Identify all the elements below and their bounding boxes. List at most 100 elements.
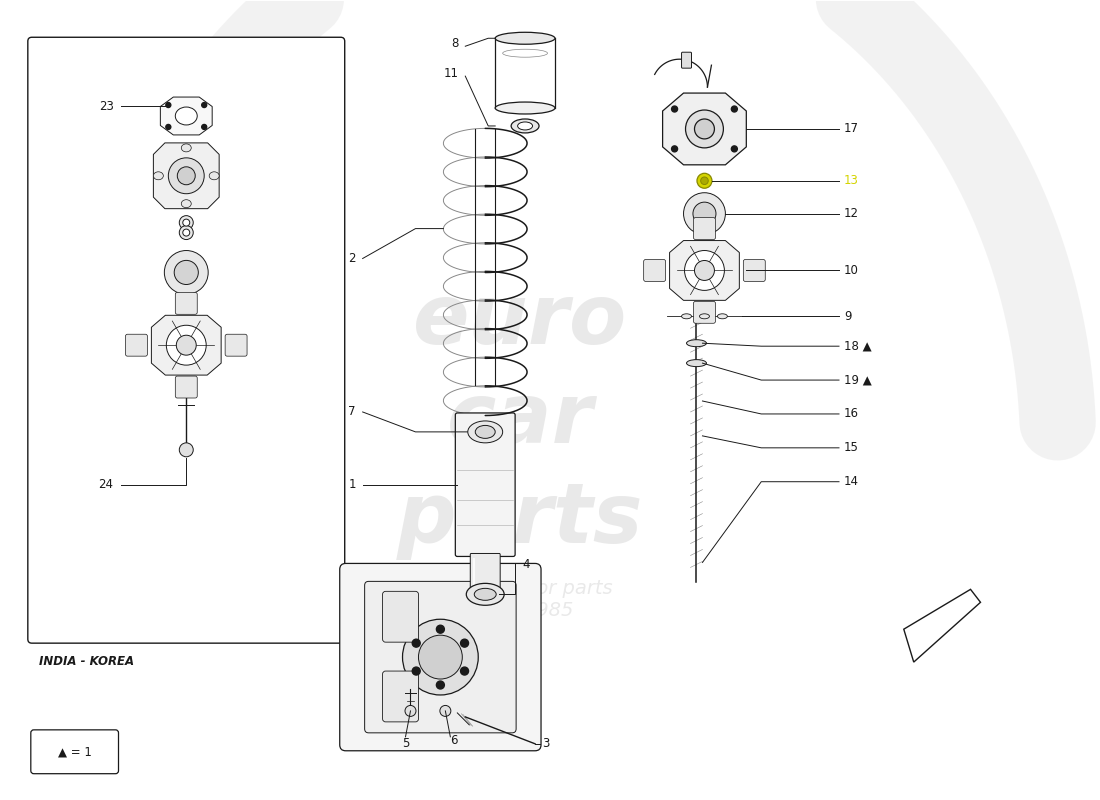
Text: 6: 6	[450, 734, 458, 747]
Text: 13: 13	[844, 174, 859, 187]
Circle shape	[461, 639, 469, 647]
FancyBboxPatch shape	[471, 554, 501, 600]
Ellipse shape	[512, 119, 539, 133]
Text: 3: 3	[542, 738, 549, 750]
Circle shape	[672, 106, 678, 112]
Circle shape	[183, 229, 190, 236]
Ellipse shape	[495, 32, 556, 44]
Text: 1: 1	[349, 478, 355, 491]
Ellipse shape	[686, 360, 706, 366]
Text: 5: 5	[402, 738, 409, 750]
Ellipse shape	[182, 200, 191, 208]
Text: 12: 12	[844, 207, 859, 220]
FancyBboxPatch shape	[644, 259, 666, 282]
Circle shape	[177, 167, 195, 185]
Circle shape	[732, 146, 737, 152]
Text: 19 ▲: 19 ▲	[844, 374, 871, 386]
Circle shape	[183, 219, 190, 226]
Ellipse shape	[700, 314, 710, 318]
Polygon shape	[152, 315, 221, 375]
Text: ▲ = 1: ▲ = 1	[57, 746, 91, 758]
Circle shape	[176, 335, 196, 355]
Text: 4: 4	[522, 558, 529, 571]
Circle shape	[701, 177, 708, 185]
Ellipse shape	[474, 588, 496, 600]
Text: parts: parts	[397, 479, 644, 560]
Circle shape	[437, 626, 444, 633]
Circle shape	[179, 443, 194, 457]
Circle shape	[412, 667, 420, 675]
Circle shape	[461, 667, 469, 675]
Ellipse shape	[182, 144, 191, 152]
Circle shape	[201, 102, 207, 107]
Ellipse shape	[466, 583, 504, 606]
Text: a supplier for parts
since 1985: a supplier for parts since 1985	[427, 579, 613, 620]
FancyBboxPatch shape	[125, 334, 147, 356]
Ellipse shape	[686, 340, 706, 346]
Ellipse shape	[518, 122, 532, 130]
Text: 14: 14	[844, 475, 859, 488]
Polygon shape	[904, 590, 980, 662]
Circle shape	[697, 174, 712, 188]
Ellipse shape	[682, 314, 692, 318]
FancyBboxPatch shape	[693, 302, 715, 323]
Circle shape	[168, 158, 205, 194]
Polygon shape	[153, 143, 219, 209]
FancyBboxPatch shape	[744, 259, 766, 282]
Circle shape	[693, 202, 716, 225]
Circle shape	[418, 635, 462, 679]
Circle shape	[732, 106, 737, 112]
FancyBboxPatch shape	[693, 218, 715, 239]
Ellipse shape	[717, 314, 727, 318]
Circle shape	[684, 250, 725, 290]
Ellipse shape	[153, 172, 163, 180]
Polygon shape	[161, 97, 212, 135]
Text: 9: 9	[844, 310, 851, 322]
Text: car: car	[447, 379, 594, 461]
Text: 11: 11	[443, 66, 459, 80]
Circle shape	[179, 226, 194, 239]
Text: 18 ▲: 18 ▲	[844, 340, 871, 353]
FancyBboxPatch shape	[364, 582, 516, 733]
Circle shape	[164, 250, 208, 294]
Circle shape	[694, 261, 714, 281]
Circle shape	[174, 260, 198, 285]
FancyBboxPatch shape	[682, 52, 692, 68]
Circle shape	[166, 326, 206, 365]
Circle shape	[685, 110, 724, 148]
Circle shape	[405, 706, 416, 716]
Circle shape	[166, 125, 170, 130]
Ellipse shape	[475, 426, 495, 438]
Circle shape	[694, 119, 714, 139]
Text: 17: 17	[844, 122, 859, 135]
Text: 8: 8	[451, 37, 459, 50]
Ellipse shape	[495, 102, 556, 114]
Circle shape	[179, 216, 194, 230]
Circle shape	[166, 102, 170, 107]
Text: 23: 23	[99, 99, 113, 113]
Circle shape	[403, 619, 478, 695]
Circle shape	[201, 125, 207, 130]
Ellipse shape	[209, 172, 219, 180]
Text: INDIA - KOREA: INDIA - KOREA	[40, 654, 134, 667]
FancyBboxPatch shape	[383, 671, 418, 722]
FancyBboxPatch shape	[340, 563, 541, 750]
Text: euro: euro	[412, 280, 627, 361]
Circle shape	[437, 681, 444, 689]
Text: 2: 2	[349, 252, 355, 265]
Text: 16: 16	[844, 407, 859, 421]
FancyBboxPatch shape	[455, 413, 515, 557]
Text: 10: 10	[844, 264, 859, 277]
FancyBboxPatch shape	[226, 334, 248, 356]
FancyBboxPatch shape	[175, 376, 197, 398]
Ellipse shape	[175, 107, 197, 125]
Text: 24: 24	[99, 478, 113, 491]
Ellipse shape	[468, 421, 503, 443]
Circle shape	[683, 193, 725, 234]
Polygon shape	[670, 241, 739, 300]
Circle shape	[672, 146, 678, 152]
Text: 15: 15	[844, 442, 859, 454]
Polygon shape	[662, 93, 746, 165]
FancyBboxPatch shape	[175, 292, 197, 314]
FancyBboxPatch shape	[28, 38, 344, 643]
